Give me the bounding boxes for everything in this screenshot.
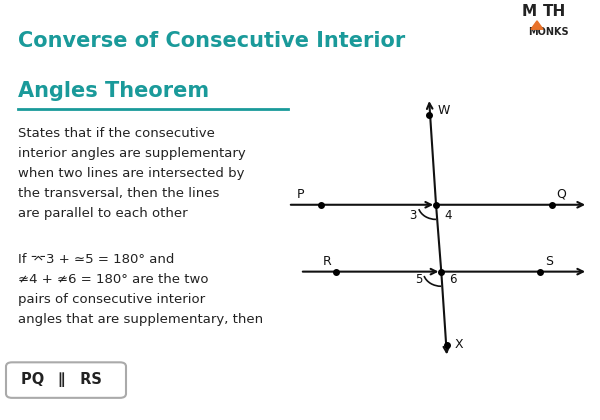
Text: ∥: ∥	[57, 372, 64, 387]
Text: Q: Q	[556, 188, 566, 201]
Text: S: S	[545, 255, 553, 268]
Text: P: P	[296, 188, 304, 201]
Text: Converse of Consecutive Interior: Converse of Consecutive Interior	[18, 32, 405, 51]
Text: States that if the consecutive
interior angles are supplementary
when two lines : States that if the consecutive interior …	[18, 127, 246, 220]
Text: RS: RS	[75, 372, 102, 387]
Text: 6: 6	[449, 273, 457, 286]
Text: If ⌤3 + ≃5 = 180° and
≄4 + ≄6 = 180° are the two
pairs of consecutive interior
a: If ⌤3 + ≃5 = 180° and ≄4 + ≄6 = 180° are…	[18, 253, 263, 326]
Text: TH: TH	[543, 4, 566, 19]
Text: Angles Theorem: Angles Theorem	[18, 81, 209, 102]
Text: R: R	[323, 255, 331, 268]
Text: 3: 3	[410, 209, 417, 222]
Text: X: X	[454, 338, 463, 351]
FancyBboxPatch shape	[6, 362, 126, 398]
Text: 4: 4	[444, 209, 452, 222]
Text: 5: 5	[415, 273, 422, 286]
Text: M: M	[522, 4, 537, 19]
Polygon shape	[531, 21, 543, 29]
Text: MONKS: MONKS	[528, 27, 569, 37]
Text: W: W	[438, 104, 451, 117]
Text: PQ: PQ	[21, 372, 49, 387]
